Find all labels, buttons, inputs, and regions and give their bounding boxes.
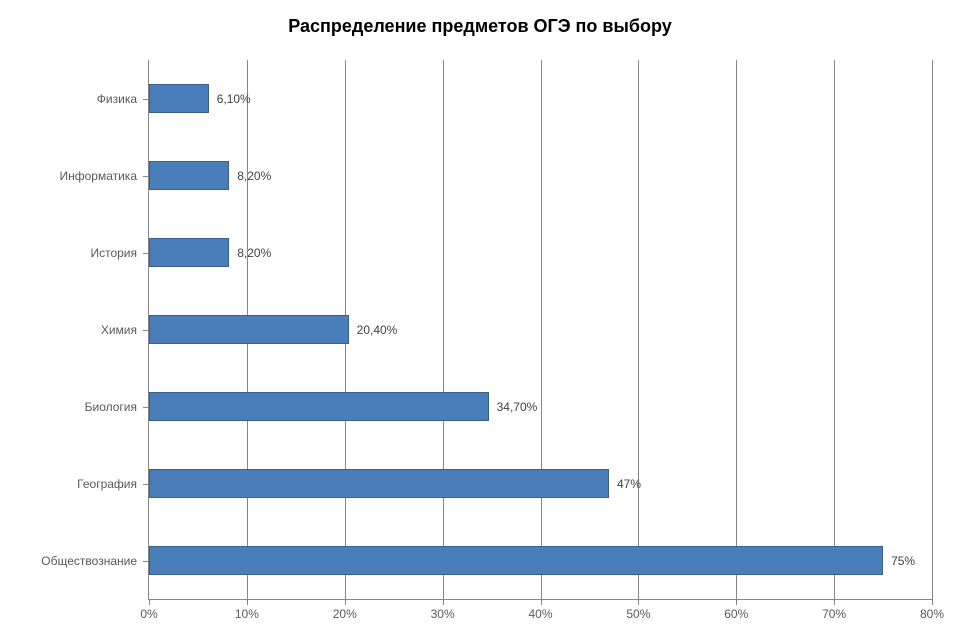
x-gridline [638,60,639,599]
bar [149,238,229,267]
x-gridline [834,60,835,599]
category-label: Физика [97,92,137,106]
bar [149,392,489,421]
x-tick [932,599,933,605]
x-tick [736,599,737,605]
x-tick-label: 30% [431,607,455,621]
data-label: 34,70% [497,400,538,414]
chart-container: Распределение предметов ОГЭ по выбору 0%… [0,0,960,635]
x-gridline [443,60,444,599]
x-gridline [932,60,933,599]
x-gridline [736,60,737,599]
x-tick-label: 60% [724,607,748,621]
x-tick-label: 40% [528,607,552,621]
data-label: 6,10% [217,92,251,106]
bar [149,315,349,344]
category-label: Биология [85,400,137,414]
x-tick-label: 20% [333,607,357,621]
plot-area: 0%10%20%30%40%50%60%70%80%Физика6,10%Инф… [148,60,932,600]
category-label: История [90,246,137,260]
chart-title: Распределение предметов ОГЭ по выбору [0,16,960,37]
x-tick-label: 0% [140,607,157,621]
bar [149,546,883,575]
data-label: 47% [617,477,641,491]
x-tick [638,599,639,605]
x-tick [149,599,150,605]
category-label: Химия [101,323,137,337]
bar [149,84,209,113]
category-label: Обществознание [41,554,137,568]
x-tick-label: 10% [235,607,259,621]
category-label: Информатика [59,169,137,183]
data-label: 75% [891,554,915,568]
data-label: 20,40% [357,323,398,337]
category-label: География [77,477,137,491]
x-tick-label: 70% [822,607,846,621]
bar [149,469,609,498]
x-tick-label: 80% [920,607,944,621]
bar [149,161,229,190]
x-gridline [541,60,542,599]
data-label: 8,20% [237,169,271,183]
x-tick [443,599,444,605]
data-label: 8,20% [237,246,271,260]
x-tick [834,599,835,605]
x-tick-label: 50% [626,607,650,621]
x-tick [541,599,542,605]
x-tick [345,599,346,605]
x-tick [247,599,248,605]
